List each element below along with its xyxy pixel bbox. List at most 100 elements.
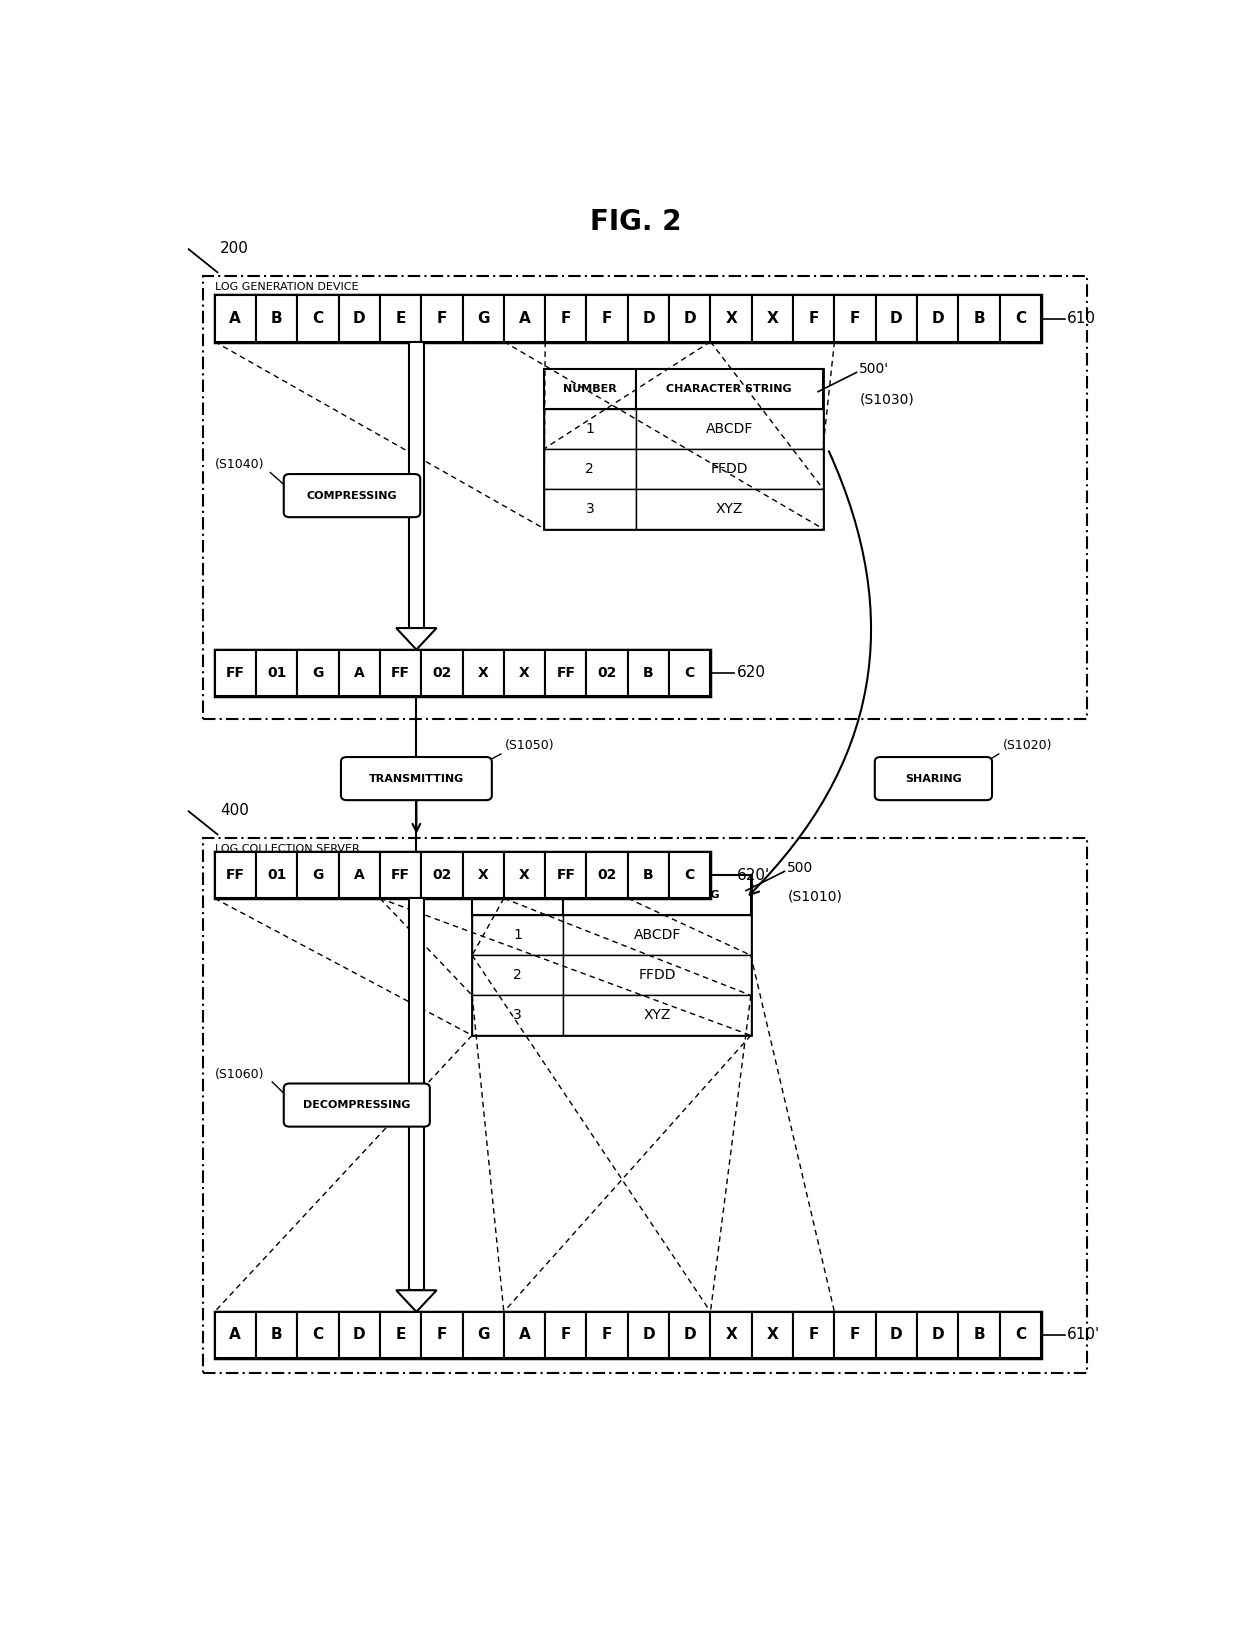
Text: D: D <box>642 1327 655 1343</box>
Bar <box>627 851 670 899</box>
Bar <box>544 369 823 529</box>
Text: A: A <box>353 665 365 680</box>
Text: TRANSMITTING: TRANSMITTING <box>368 773 464 784</box>
Text: A: A <box>353 868 365 882</box>
Text: 01: 01 <box>267 868 286 882</box>
Text: D: D <box>890 310 903 327</box>
Polygon shape <box>409 342 424 627</box>
Bar <box>298 296 339 342</box>
Text: FFDD: FFDD <box>711 462 748 475</box>
Text: C: C <box>1014 1327 1025 1343</box>
Text: LOG COLLECTION SERVER: LOG COLLECTION SERVER <box>215 845 360 855</box>
Bar <box>379 1312 422 1358</box>
Bar <box>379 296 422 342</box>
Text: B: B <box>973 310 985 327</box>
Bar <box>835 296 875 342</box>
Text: F: F <box>601 1327 613 1343</box>
Text: COMPRESSING: COMPRESSING <box>306 490 397 500</box>
Text: 400: 400 <box>221 804 249 819</box>
Bar <box>472 915 563 956</box>
Bar <box>627 650 670 696</box>
Text: NUMBER: NUMBER <box>563 384 616 394</box>
Text: FF: FF <box>226 665 244 680</box>
Text: ABCDF: ABCDF <box>634 928 681 943</box>
Text: FF: FF <box>557 665 575 680</box>
Text: D: D <box>890 1327 903 1343</box>
Text: FF: FF <box>391 665 410 680</box>
Bar <box>215 1312 255 1358</box>
Text: 02: 02 <box>598 665 616 680</box>
Text: D: D <box>353 1327 366 1343</box>
Bar <box>215 296 1042 342</box>
Text: G: G <box>312 868 324 882</box>
Bar <box>255 1312 298 1358</box>
Text: D: D <box>683 1327 696 1343</box>
Bar <box>711 1312 751 1358</box>
Text: 1: 1 <box>585 422 594 436</box>
Text: XYZ: XYZ <box>644 1008 671 1023</box>
Text: F: F <box>601 310 613 327</box>
Text: B: B <box>973 1327 985 1343</box>
Text: 3: 3 <box>513 1008 522 1023</box>
Bar <box>751 1312 794 1358</box>
Text: F: F <box>436 1327 448 1343</box>
Text: A: A <box>518 1327 531 1343</box>
Text: (S1020): (S1020) <box>1003 739 1052 752</box>
Text: (S1040): (S1040) <box>215 458 264 471</box>
Text: F: F <box>808 310 818 327</box>
Bar <box>546 296 587 342</box>
Bar <box>215 1312 1042 1358</box>
Text: NUMBER: NUMBER <box>491 891 544 900</box>
Bar <box>794 1312 835 1358</box>
Text: XYZ: XYZ <box>715 502 743 516</box>
Bar <box>587 1312 627 1358</box>
Text: F: F <box>560 1327 570 1343</box>
Bar <box>215 650 255 696</box>
FancyBboxPatch shape <box>341 757 492 801</box>
Bar <box>255 650 298 696</box>
Text: 1: 1 <box>513 928 522 943</box>
Text: 620: 620 <box>737 665 765 680</box>
Bar <box>463 650 503 696</box>
FancyBboxPatch shape <box>874 757 992 801</box>
Text: DECOMPRESSING: DECOMPRESSING <box>303 1100 410 1109</box>
Bar <box>959 1312 999 1358</box>
Bar <box>298 851 339 899</box>
Bar <box>255 296 298 342</box>
Text: C: C <box>1014 310 1025 327</box>
Bar <box>255 851 298 899</box>
Bar <box>670 851 711 899</box>
Bar <box>587 296 627 342</box>
Bar <box>472 995 563 1036</box>
Text: 200: 200 <box>221 242 249 257</box>
Text: F: F <box>808 1327 818 1343</box>
Text: D: D <box>683 310 696 327</box>
Bar <box>999 1312 1042 1358</box>
Bar <box>635 449 823 489</box>
Bar <box>463 851 503 899</box>
Text: F: F <box>849 1327 861 1343</box>
Text: E: E <box>396 1327 405 1343</box>
Polygon shape <box>397 1291 436 1312</box>
Bar <box>203 838 1087 1374</box>
Text: 610': 610' <box>1066 1327 1100 1343</box>
Bar <box>627 296 670 342</box>
Text: C: C <box>312 1327 324 1343</box>
Bar <box>587 851 627 899</box>
Bar <box>546 851 587 899</box>
Bar <box>627 1312 670 1358</box>
Text: G: G <box>477 1327 490 1343</box>
Text: C: C <box>684 665 694 680</box>
Bar <box>670 296 711 342</box>
Bar <box>215 650 711 696</box>
Bar <box>835 1312 875 1358</box>
Bar <box>339 851 379 899</box>
Text: 3: 3 <box>585 502 594 516</box>
Bar <box>472 876 750 1036</box>
Text: E: E <box>396 310 405 327</box>
Bar <box>587 650 627 696</box>
Text: 2: 2 <box>513 969 522 982</box>
Text: D: D <box>353 310 366 327</box>
Text: D: D <box>931 1327 944 1343</box>
Bar <box>422 296 463 342</box>
